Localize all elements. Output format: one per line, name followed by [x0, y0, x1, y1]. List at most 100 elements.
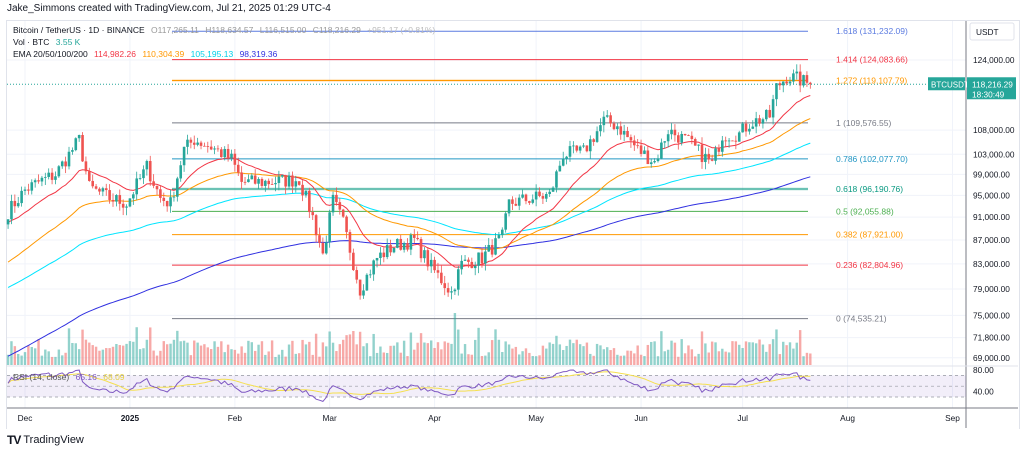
candle-body: [196, 142, 199, 145]
volume-bar: [304, 344, 308, 365]
volume-bar: [237, 353, 240, 365]
candle-body: [128, 198, 132, 207]
volume-bar: [612, 348, 616, 365]
candle-body: [104, 188, 108, 191]
volume-bar: [622, 355, 626, 365]
price-tick-label: 79,000.00: [973, 284, 1010, 294]
time-tick-label: Aug: [840, 413, 855, 423]
candle-body: [115, 195, 118, 202]
volume-bar: [423, 342, 426, 365]
ema-legend: EMA 20/50/100/200 114,982.26 110,304.39 …: [13, 49, 281, 59]
volume-bar: [721, 348, 724, 365]
candle-body: [118, 195, 122, 204]
candle-body: [324, 242, 328, 254]
rsi-label[interactable]: RSI (14, close): [13, 372, 70, 382]
ema20-line: [7, 95, 811, 268]
candle-body: [433, 259, 436, 271]
volume-bar: [450, 343, 453, 365]
price-tick-label: 99,000.00: [973, 169, 1010, 179]
candle-body: [754, 118, 758, 127]
candle-body: [419, 239, 423, 259]
volume-bar: [297, 353, 301, 365]
candle-body: [314, 215, 318, 236]
volume-bar: [362, 346, 365, 365]
time-tick-label: Apr: [428, 413, 441, 423]
volume-bar: [355, 344, 358, 365]
candle-body: [470, 261, 474, 269]
candle-body: [338, 202, 342, 210]
candle-body: [284, 175, 287, 187]
symbol-name[interactable]: Bitcoin / TetherUS · 1D · BINANCE: [13, 25, 145, 35]
candle-body: [500, 229, 504, 236]
candle-body: [44, 176, 47, 178]
candle-body: [243, 181, 247, 183]
volume-bar: [341, 339, 345, 365]
candle-body: [199, 142, 203, 146]
candle-body: [152, 181, 155, 186]
candle-body: [568, 146, 572, 157]
candle-body: [20, 190, 23, 204]
candle-body: [572, 145, 575, 147]
candle-body: [233, 153, 237, 165]
candle-body: [108, 190, 111, 200]
volume-bar: [446, 342, 450, 365]
volume-bar: [727, 352, 731, 365]
symbol-tag-label: BTCUSDT: [931, 80, 969, 89]
candle-body: [253, 175, 257, 184]
ohlc-open: O117,265.11: [151, 25, 199, 35]
candle-body: [379, 252, 382, 259]
fib-label: 0.382 (87,921.00): [836, 230, 903, 240]
time-tick-label: Mar: [323, 413, 338, 423]
candle-body: [555, 171, 558, 188]
ema100-line: [7, 142, 811, 288]
volume-bar: [680, 339, 683, 365]
candle-body: [541, 196, 545, 199]
volume-bar: [30, 346, 33, 365]
volume-bar: [331, 342, 335, 365]
candle-body: [704, 153, 707, 163]
volume-bar: [50, 356, 54, 365]
tradingview-logo[interactable]: TV TradingView: [7, 433, 84, 447]
candle-body: [524, 194, 528, 202]
volume-bar: [436, 342, 440, 365]
volume-bar: [413, 349, 416, 365]
candle-body: [768, 109, 771, 118]
candle-body: [250, 175, 254, 180]
volume-bar: [717, 351, 721, 365]
candle-body: [142, 169, 145, 179]
volume-bar: [240, 346, 243, 365]
volume-label[interactable]: Vol · BTC: [13, 37, 50, 47]
volume-bar: [575, 339, 578, 365]
volume-bar: [494, 329, 497, 365]
volume-bar: [294, 353, 297, 365]
candle-body: [355, 270, 359, 280]
candle-body: [382, 252, 386, 258]
volume-bar: [775, 329, 778, 365]
volume-bar: [690, 349, 694, 365]
candle-body: [392, 247, 396, 253]
candle-body: [10, 200, 13, 220]
candle-body: [88, 171, 91, 181]
volume-bar: [209, 349, 213, 365]
candle-body: [372, 260, 375, 275]
volume-bar: [277, 354, 281, 365]
ema200-value: 98,319.36: [239, 49, 278, 59]
volume-bar: [250, 342, 253, 365]
volume-bar: [663, 351, 666, 365]
candle-body: [514, 203, 518, 206]
tv-logo-icon: TV: [7, 433, 21, 447]
volume-bar: [416, 342, 419, 365]
candle-body: [443, 283, 447, 289]
candle-body: [660, 142, 663, 159]
volume-bar: [741, 348, 744, 365]
candle-body: [23, 189, 27, 191]
volume-bar: [145, 339, 149, 365]
volume-bar: [748, 342, 751, 365]
ema-label[interactable]: EMA 20/50/100/200: [13, 49, 88, 59]
volume-bar: [592, 355, 595, 365]
volume-bar: [223, 352, 226, 365]
candle-body: [84, 161, 88, 172]
volume-bar: [348, 334, 352, 365]
candle-body: [798, 71, 802, 86]
